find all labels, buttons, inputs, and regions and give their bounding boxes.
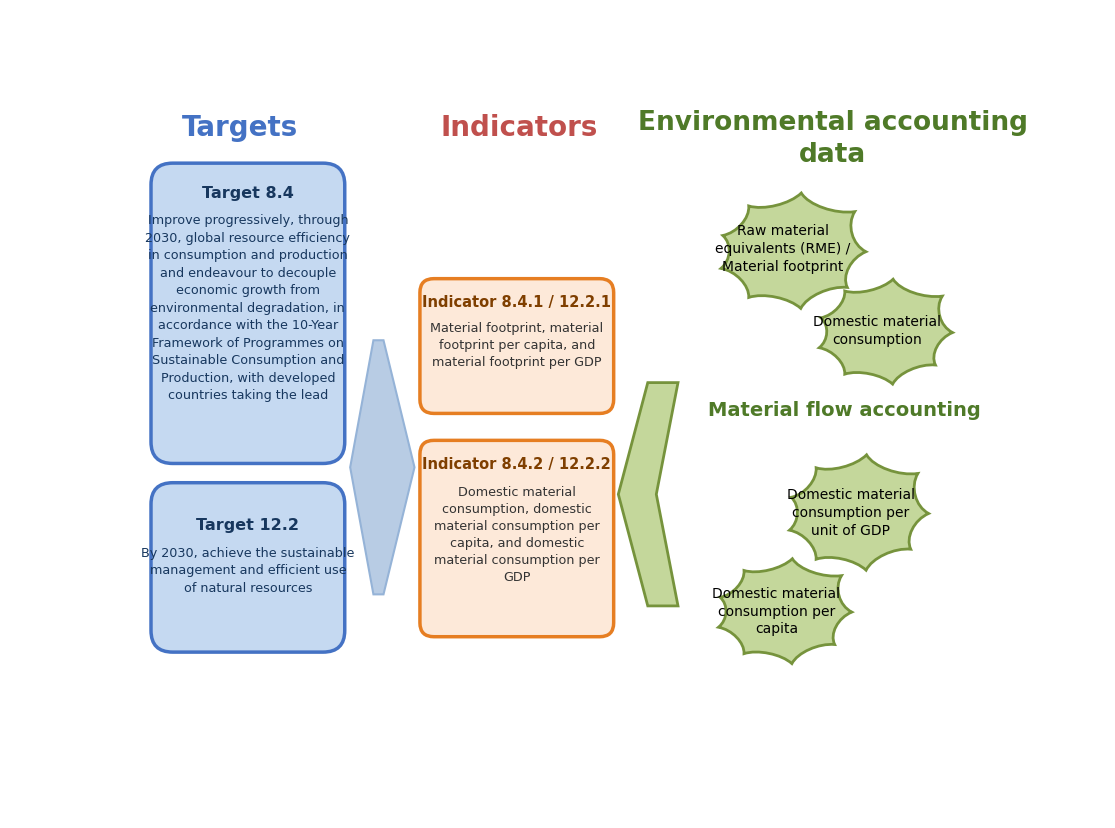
Text: Material footprint, material
footprint per capita, and
material footprint per GD: Material footprint, material footprint p… (430, 321, 603, 368)
PathPatch shape (820, 280, 952, 385)
Text: Targets: Targets (182, 114, 298, 142)
FancyBboxPatch shape (420, 279, 613, 414)
Text: Indicators: Indicators (440, 114, 598, 142)
Text: Domestic material
consumption: Domestic material consumption (813, 315, 941, 347)
Text: Target 8.4: Target 8.4 (202, 185, 294, 200)
FancyBboxPatch shape (151, 483, 345, 652)
FancyBboxPatch shape (420, 440, 613, 637)
Text: Domestic material
consumption per
capita: Domestic material consumption per capita (712, 586, 841, 636)
Text: Environmental accounting
data: Environmental accounting data (638, 110, 1028, 168)
Text: Indicator 8.4.1 / 12.2.1: Indicator 8.4.1 / 12.2.1 (423, 295, 611, 310)
Text: Target 12.2: Target 12.2 (196, 518, 299, 532)
Text: Improve progressively, through
2030, global resource efficiency
in consumption a: Improve progressively, through 2030, glo… (145, 214, 350, 402)
Polygon shape (619, 383, 678, 606)
Text: Domestic material
consumption, domestic
material consumption per
capita, and dom: Domestic material consumption, domestic … (434, 485, 600, 583)
PathPatch shape (721, 194, 866, 309)
FancyBboxPatch shape (151, 164, 345, 464)
Text: Indicator 8.4.2 / 12.2.2: Indicator 8.4.2 / 12.2.2 (423, 456, 611, 471)
Text: Domestic material
consumption per
unit of GDP: Domestic material consumption per unit o… (787, 488, 914, 537)
Polygon shape (350, 341, 415, 595)
PathPatch shape (718, 559, 852, 664)
Text: Material flow accounting: Material flow accounting (708, 401, 981, 420)
Text: Raw material
equivalents (RME) /
Material footprint: Raw material equivalents (RME) / Materia… (715, 224, 851, 273)
Text: By 2030, achieve the sustainable
management and efficient use
of natural resourc: By 2030, achieve the sustainable managem… (142, 546, 355, 595)
PathPatch shape (789, 455, 929, 570)
